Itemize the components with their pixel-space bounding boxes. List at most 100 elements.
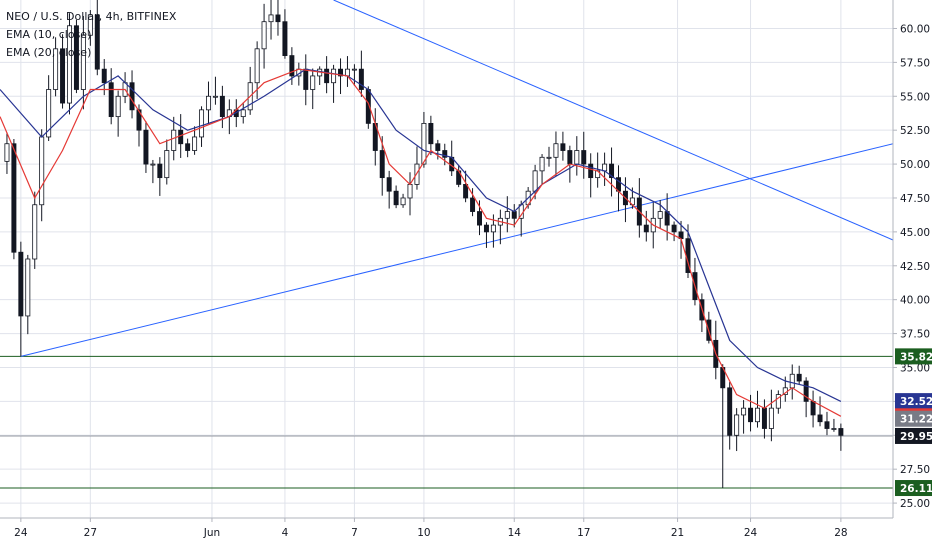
candle-body <box>588 163 594 179</box>
x-tick-label: 4 <box>282 527 289 539</box>
x-tick-label: 24 <box>744 527 758 539</box>
candle-body <box>386 177 392 192</box>
x-tick-label: 27 <box>84 527 97 539</box>
candle-body <box>205 95 211 111</box>
ema10-line <box>0 68 842 417</box>
price-label: 31.22 <box>900 414 932 426</box>
candle-body <box>775 394 781 409</box>
candle-body <box>157 163 163 179</box>
candle-body <box>560 143 566 151</box>
candle-body <box>240 109 246 118</box>
price-label-bg <box>895 480 932 497</box>
x-tick-label: 17 <box>577 527 590 539</box>
candle-body <box>268 14 274 23</box>
candle-body <box>338 68 344 77</box>
y-tick-label: 60.00 <box>900 23 930 35</box>
legend-ema20[interactable]: EMA (20, close) <box>6 46 92 59</box>
candle-body <box>379 150 385 179</box>
candle-body <box>581 150 587 165</box>
candle-body <box>393 190 399 206</box>
candle-body <box>609 163 615 179</box>
price-label: 35.82 <box>900 351 932 363</box>
candle-body <box>803 380 809 402</box>
candle-body <box>199 109 205 138</box>
candle-body <box>46 89 52 138</box>
candle-body <box>539 156 545 172</box>
candle-body <box>504 211 510 219</box>
candle-body <box>407 184 413 199</box>
candle-body <box>817 414 823 423</box>
candle-body <box>53 48 59 90</box>
candle-body <box>657 211 663 219</box>
x-tick-label: 21 <box>671 527 684 539</box>
price-axis-bg <box>893 0 932 550</box>
candle-body <box>185 143 191 151</box>
candle-body <box>178 129 184 145</box>
candle-body <box>511 211 517 219</box>
candle-body <box>831 428 837 430</box>
candle-body <box>254 48 260 84</box>
candle-body <box>11 143 17 253</box>
price-label: 26.11 <box>900 483 932 495</box>
x-tick-label: 14 <box>508 527 522 539</box>
candle-body <box>4 143 10 162</box>
candle-body <box>546 156 552 159</box>
trendline <box>20 143 894 357</box>
candle-body <box>129 82 135 111</box>
candle-body <box>768 407 774 429</box>
symbol-title[interactable]: NEO / U.S. Dollar, 4h, BITFINEX <box>6 10 177 23</box>
y-tick-label: 40.00 <box>900 295 930 307</box>
candle-body <box>755 407 760 423</box>
candle-body <box>60 48 66 104</box>
x-tick-label: 10 <box>417 527 430 539</box>
y-tick-label: 52.50 <box>900 125 930 137</box>
candle-body <box>748 407 754 423</box>
y-tick-label: 50.00 <box>900 159 930 171</box>
candle-body <box>810 400 816 416</box>
candle-body <box>442 150 448 158</box>
legend-ema10[interactable]: EMA (10, close) <box>6 28 92 41</box>
x-tick-label: 28 <box>834 527 847 539</box>
y-tick-label: 27.50 <box>900 464 930 476</box>
candle-body <box>344 68 350 77</box>
candle-body <box>553 143 559 158</box>
candle-body <box>275 14 281 23</box>
candle-body <box>289 55 295 77</box>
price-label-bg <box>895 348 932 365</box>
trendline <box>333 0 894 241</box>
candle-body <box>734 414 740 436</box>
candle-body <box>164 150 170 179</box>
candle-body <box>108 82 114 118</box>
price-label-bg <box>895 393 932 410</box>
candle-body <box>477 211 482 226</box>
candle-body <box>219 95 225 118</box>
chart-legend: NEO / U.S. Dollar, 4h, BITFINEX EMA (10,… <box>6 8 176 62</box>
candle-body <box>421 122 427 165</box>
candle-body <box>789 373 795 389</box>
candle-body <box>796 373 802 382</box>
y-tick-label: 25.00 <box>900 498 930 510</box>
candle-body <box>324 68 330 84</box>
candle-body <box>67 25 72 104</box>
candle-body <box>671 224 677 233</box>
y-tick-label: 55.00 <box>900 91 930 103</box>
y-tick-label: 57.50 <box>900 57 930 69</box>
candle-body <box>143 129 149 165</box>
candle-body <box>358 68 364 90</box>
candle-body <box>150 163 156 166</box>
candle-body <box>414 163 420 185</box>
candle-body <box>282 21 288 56</box>
candle-body <box>838 428 844 436</box>
candle-body <box>136 109 142 131</box>
x-tick-label: Jun <box>203 527 220 539</box>
x-tick-label: 24 <box>14 527 28 539</box>
candle-body <box>115 95 121 118</box>
price-label-bg <box>895 410 932 427</box>
candle-body <box>73 25 79 90</box>
candle-body <box>80 34 86 90</box>
price-label: 32.52 <box>900 396 932 408</box>
y-tick-label: 35.00 <box>900 362 930 374</box>
candle-body <box>483 224 489 233</box>
